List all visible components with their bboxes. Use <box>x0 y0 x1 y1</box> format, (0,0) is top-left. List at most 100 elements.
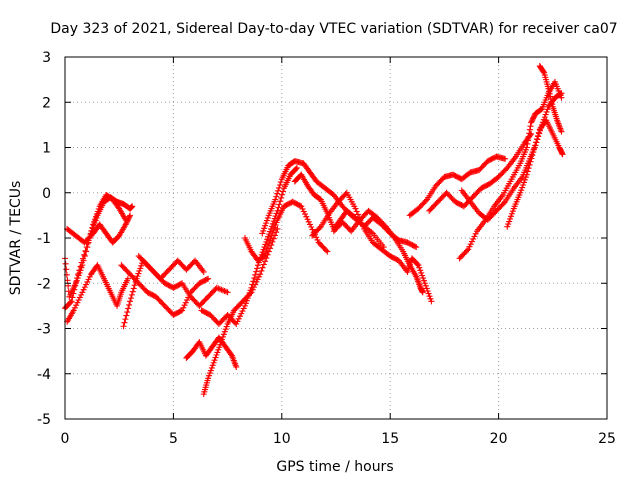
data-point <box>275 187 282 194</box>
data-point <box>127 212 134 219</box>
data-point <box>223 323 230 330</box>
data-point <box>267 228 274 235</box>
data-point <box>126 213 133 220</box>
data-point <box>524 168 531 175</box>
data-point <box>420 277 427 284</box>
data-point <box>206 372 213 379</box>
data-point <box>263 220 270 227</box>
y-tick-label: -4 <box>37 367 51 383</box>
data-point <box>71 304 78 311</box>
data-point <box>125 216 132 223</box>
data-point <box>529 152 536 159</box>
series-track <box>259 158 387 251</box>
data-point <box>529 115 536 122</box>
y-tick-label: -3 <box>37 322 51 338</box>
data-point <box>71 286 78 293</box>
data-point <box>75 297 82 304</box>
data-point <box>519 184 526 191</box>
data-point <box>524 140 531 147</box>
data-point <box>298 203 305 210</box>
data-point <box>293 164 300 171</box>
data-point <box>275 204 282 211</box>
data-point <box>323 247 330 254</box>
data-point <box>80 286 87 293</box>
data-point <box>313 234 320 241</box>
data-point <box>78 259 85 266</box>
data-point <box>273 193 280 200</box>
data-point <box>527 123 534 130</box>
x-tick-label: 5 <box>169 431 178 447</box>
data-point <box>217 341 224 348</box>
data-point <box>253 268 260 275</box>
data-point <box>520 181 527 188</box>
data-point <box>207 367 214 374</box>
data-point <box>543 108 550 115</box>
data-point <box>86 273 93 280</box>
data-point <box>84 278 91 285</box>
data-point <box>544 106 551 113</box>
series-track <box>64 262 131 325</box>
data-point <box>125 305 132 312</box>
data-point <box>122 316 129 323</box>
data-point <box>416 264 423 271</box>
series-track <box>64 212 134 246</box>
data-point <box>138 262 145 269</box>
data-point <box>509 208 516 215</box>
data-point <box>548 98 555 105</box>
data-point <box>505 221 512 228</box>
data-point <box>413 244 420 251</box>
data-point <box>268 232 275 239</box>
x-tick-label: 15 <box>381 431 399 447</box>
data-point <box>418 269 425 276</box>
data-point <box>467 241 474 248</box>
data-point <box>558 128 565 135</box>
data-point <box>546 90 553 97</box>
data-point <box>306 221 313 228</box>
data-point <box>428 298 435 305</box>
data-point <box>502 155 509 162</box>
data-point <box>179 307 186 314</box>
data-point <box>62 260 69 267</box>
data-point <box>354 211 361 218</box>
data-point <box>85 276 92 283</box>
data-point <box>69 294 76 301</box>
data-point <box>526 130 533 137</box>
data-point <box>500 200 507 207</box>
data-point <box>276 181 283 188</box>
data-point <box>250 278 257 285</box>
data-point <box>273 210 280 217</box>
data-point <box>82 247 89 254</box>
data-point <box>540 68 547 75</box>
data-point <box>76 294 83 301</box>
y-tick-label: -2 <box>37 276 51 292</box>
data-point <box>530 149 537 156</box>
data-point <box>316 224 323 231</box>
data-point <box>224 289 231 296</box>
data-point <box>72 282 79 289</box>
data-point <box>78 291 85 298</box>
data-point <box>308 224 315 231</box>
data-point <box>541 114 548 121</box>
data-point <box>426 293 433 300</box>
data-point <box>277 198 284 205</box>
data-point <box>324 248 331 255</box>
data-point <box>245 292 252 299</box>
data-point <box>271 224 278 231</box>
data-point <box>506 218 513 225</box>
data-point <box>177 308 184 315</box>
series-track <box>504 117 566 230</box>
data-point <box>261 253 268 260</box>
data-point <box>63 266 70 273</box>
data-point <box>274 207 281 214</box>
data-point <box>276 201 283 208</box>
data-point <box>252 271 259 278</box>
data-point <box>272 196 279 203</box>
data-point <box>73 302 80 309</box>
data-point <box>205 275 212 282</box>
data-point <box>271 215 278 222</box>
series-track <box>458 90 565 223</box>
data-point <box>91 218 98 225</box>
data-point <box>546 88 553 95</box>
data-point <box>530 114 537 121</box>
data-point <box>300 208 307 215</box>
